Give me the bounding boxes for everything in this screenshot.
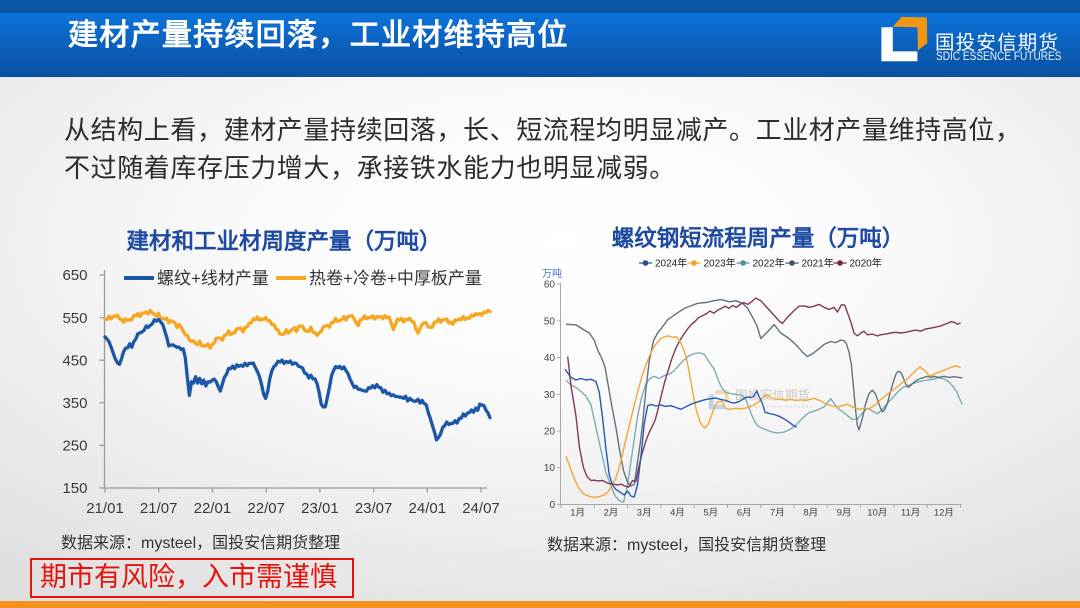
svg-text:螺纹+线材产量: 螺纹+线材产量 [157, 269, 269, 288]
svg-text:SDIC ESSENCE FUTURES: SDIC ESSENCE FUTURES [738, 404, 814, 409]
svg-text:2021年: 2021年 [802, 257, 834, 270]
svg-text:2022年: 2022年 [753, 257, 785, 270]
svg-text:热卷+冷卷+中厚板产量: 热卷+冷卷+中厚板产量 [309, 269, 482, 288]
svg-text:10月: 10月 [867, 508, 887, 519]
svg-text:40: 40 [544, 353, 556, 364]
svg-text:22/07: 22/07 [247, 500, 285, 517]
svg-text:10: 10 [544, 463, 556, 474]
svg-text:21/07: 21/07 [140, 500, 178, 517]
svg-text:30: 30 [544, 390, 556, 401]
svg-text:6月: 6月 [737, 508, 752, 519]
svg-text:4月: 4月 [670, 508, 685, 519]
svg-text:22/01: 22/01 [194, 500, 232, 517]
svg-text:23/07: 23/07 [355, 500, 393, 517]
svg-text:万吨: 万吨 [542, 267, 562, 280]
svg-text:24/01: 24/01 [409, 500, 447, 517]
svg-text:20: 20 [544, 427, 556, 438]
svg-text:建材和工业材周度产量（万吨）: 建材和工业材周度产量（万吨） [126, 228, 441, 254]
svg-text:11月: 11月 [901, 508, 920, 519]
svg-text:3月: 3月 [637, 508, 652, 519]
svg-text:2020年: 2020年 [850, 257, 882, 270]
svg-text:450: 450 [62, 352, 87, 369]
svg-text:8月: 8月 [803, 508, 818, 519]
svg-text:650: 650 [62, 267, 87, 284]
svg-text:550: 550 [62, 310, 87, 327]
svg-text:2024年: 2024年 [655, 257, 687, 270]
svg-text:23/01: 23/01 [301, 500, 339, 517]
svg-text:150: 150 [62, 480, 87, 497]
svg-text:2023年: 2023年 [704, 257, 736, 270]
svg-text:24/07: 24/07 [462, 500, 500, 517]
svg-text:21/01: 21/01 [86, 500, 124, 517]
svg-text:9月: 9月 [837, 508, 852, 519]
svg-text:5月: 5月 [703, 508, 718, 519]
svg-text:1月: 1月 [570, 508, 585, 519]
svg-text:12月: 12月 [934, 508, 954, 519]
svg-text:250: 250 [62, 438, 87, 455]
svg-text:国投安信期货: 国投安信期货 [735, 388, 810, 403]
svg-text:2月: 2月 [604, 508, 619, 519]
svg-text:螺纹钢短流程周产量（万吨）: 螺纹钢短流程周产量（万吨） [612, 225, 905, 251]
svg-text:50: 50 [544, 316, 556, 327]
svg-text:350: 350 [62, 395, 87, 412]
svg-text:60: 60 [544, 280, 556, 291]
svg-text:7月: 7月 [770, 508, 785, 519]
svg-text:0: 0 [549, 500, 555, 511]
